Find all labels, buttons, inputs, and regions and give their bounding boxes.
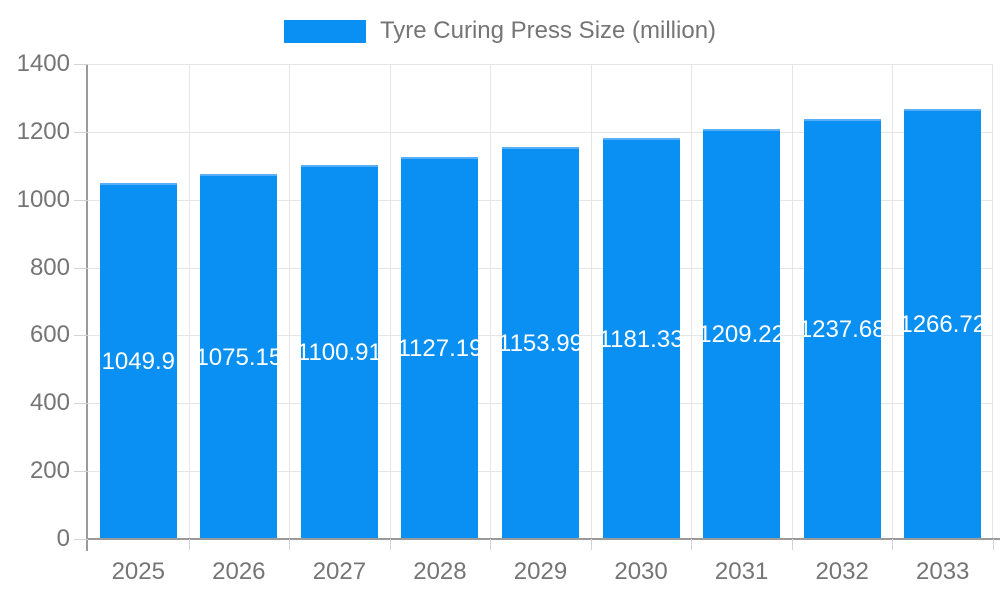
- x-tick-label: 2026: [212, 558, 266, 585]
- x-tick-mark: [892, 539, 893, 550]
- gridline-vertical: [490, 64, 491, 539]
- y-tick-mark: [74, 539, 88, 540]
- legend-swatch: [283, 19, 366, 43]
- bar-value-label: 1049.9: [101, 347, 175, 375]
- y-tick-label: 400: [29, 389, 70, 417]
- y-tick-mark: [74, 403, 88, 405]
- x-tick-label: 2025: [111, 558, 165, 585]
- x-tick-mark: [189, 539, 190, 550]
- legend-item[interactable]: Tyre Curing Press Size (million): [0, 17, 1000, 45]
- gridline-horizontal: [88, 131, 993, 133]
- x-tick-label: 2029: [513, 558, 568, 585]
- y-tick-mark: [74, 64, 88, 65]
- y-tick-mark: [74, 471, 88, 473]
- x-tick-label: 2028: [413, 558, 467, 585]
- x-tick-mark: [390, 539, 391, 550]
- y-tick-label: 1200: [16, 117, 70, 145]
- bar-value-label: 1100.91: [300, 339, 378, 367]
- y-tick-label: 0: [56, 525, 70, 552]
- y-tick-mark: [74, 199, 88, 201]
- bar-value-label: 1209.22: [703, 320, 780, 348]
- bar-2031[interactable]: 1209.22: [703, 128, 781, 539]
- gridline-vertical: [591, 64, 592, 539]
- gridline-vertical: [792, 64, 793, 539]
- bar-2032[interactable]: 1237.68: [803, 119, 881, 539]
- x-tick-label: 2032: [815, 558, 869, 585]
- bar-2029[interactable]: 1153.99: [502, 147, 579, 539]
- gridline-vertical: [691, 64, 692, 539]
- x-tick-mark: [691, 539, 692, 550]
- x-tick-mark: [792, 539, 793, 550]
- bar-value-label: 1181.33: [602, 325, 680, 353]
- x-tick-mark: [591, 539, 592, 550]
- bar-value-label: 1266.72: [904, 311, 981, 339]
- bar-value-label: 1237.68: [804, 316, 881, 344]
- bar-value-label: 1075.15: [200, 343, 277, 371]
- x-tick-label: 2033: [916, 558, 970, 585]
- x-tick-mark: [289, 539, 290, 550]
- x-tick-mark: [993, 539, 994, 550]
- gridline-vertical: [992, 64, 993, 539]
- x-axis-line: [88, 538, 1000, 540]
- y-axis-line: [86, 64, 88, 551]
- y-tick-label: 1000: [16, 185, 70, 213]
- gridline-vertical: [892, 64, 893, 539]
- y-tick-label: 800: [29, 253, 70, 281]
- gridline-vertical: [189, 64, 190, 539]
- x-tick-label: 2030: [614, 558, 668, 585]
- bar-2033[interactable]: 1266.72: [904, 109, 982, 539]
- legend-label: Tyre Curing Press Size (million): [379, 17, 717, 44]
- bar-2028[interactable]: 1127.19: [401, 156, 479, 539]
- y-tick-label: 200: [29, 457, 70, 485]
- gridline-vertical: [390, 64, 391, 539]
- bar-2030[interactable]: 1181.33: [602, 138, 680, 539]
- y-tick-mark: [74, 267, 88, 269]
- x-tick-label: 2031: [714, 558, 769, 585]
- y-tick-label: 600: [29, 321, 70, 349]
- y-tick-label: 1400: [16, 50, 70, 77]
- bar-value-label: 1127.19: [401, 334, 479, 362]
- x-tick-label: 2027: [312, 558, 367, 585]
- x-tick-mark: [490, 539, 491, 550]
- bar-2026[interactable]: 1075.15: [200, 174, 278, 539]
- bar-2027[interactable]: 1100.91: [300, 165, 378, 539]
- plot-area: 1049.9 1075.15 1100.91 1127.19 1153.99 1181.3…: [88, 64, 993, 539]
- bar-value-label: 1153.99: [502, 330, 579, 358]
- y-tick-mark: [74, 335, 88, 337]
- y-tick-mark: [74, 131, 88, 133]
- bar-2025[interactable]: 1049.9: [99, 182, 177, 539]
- gridline-vertical: [289, 64, 290, 539]
- gridline-horizontal: [88, 64, 993, 65]
